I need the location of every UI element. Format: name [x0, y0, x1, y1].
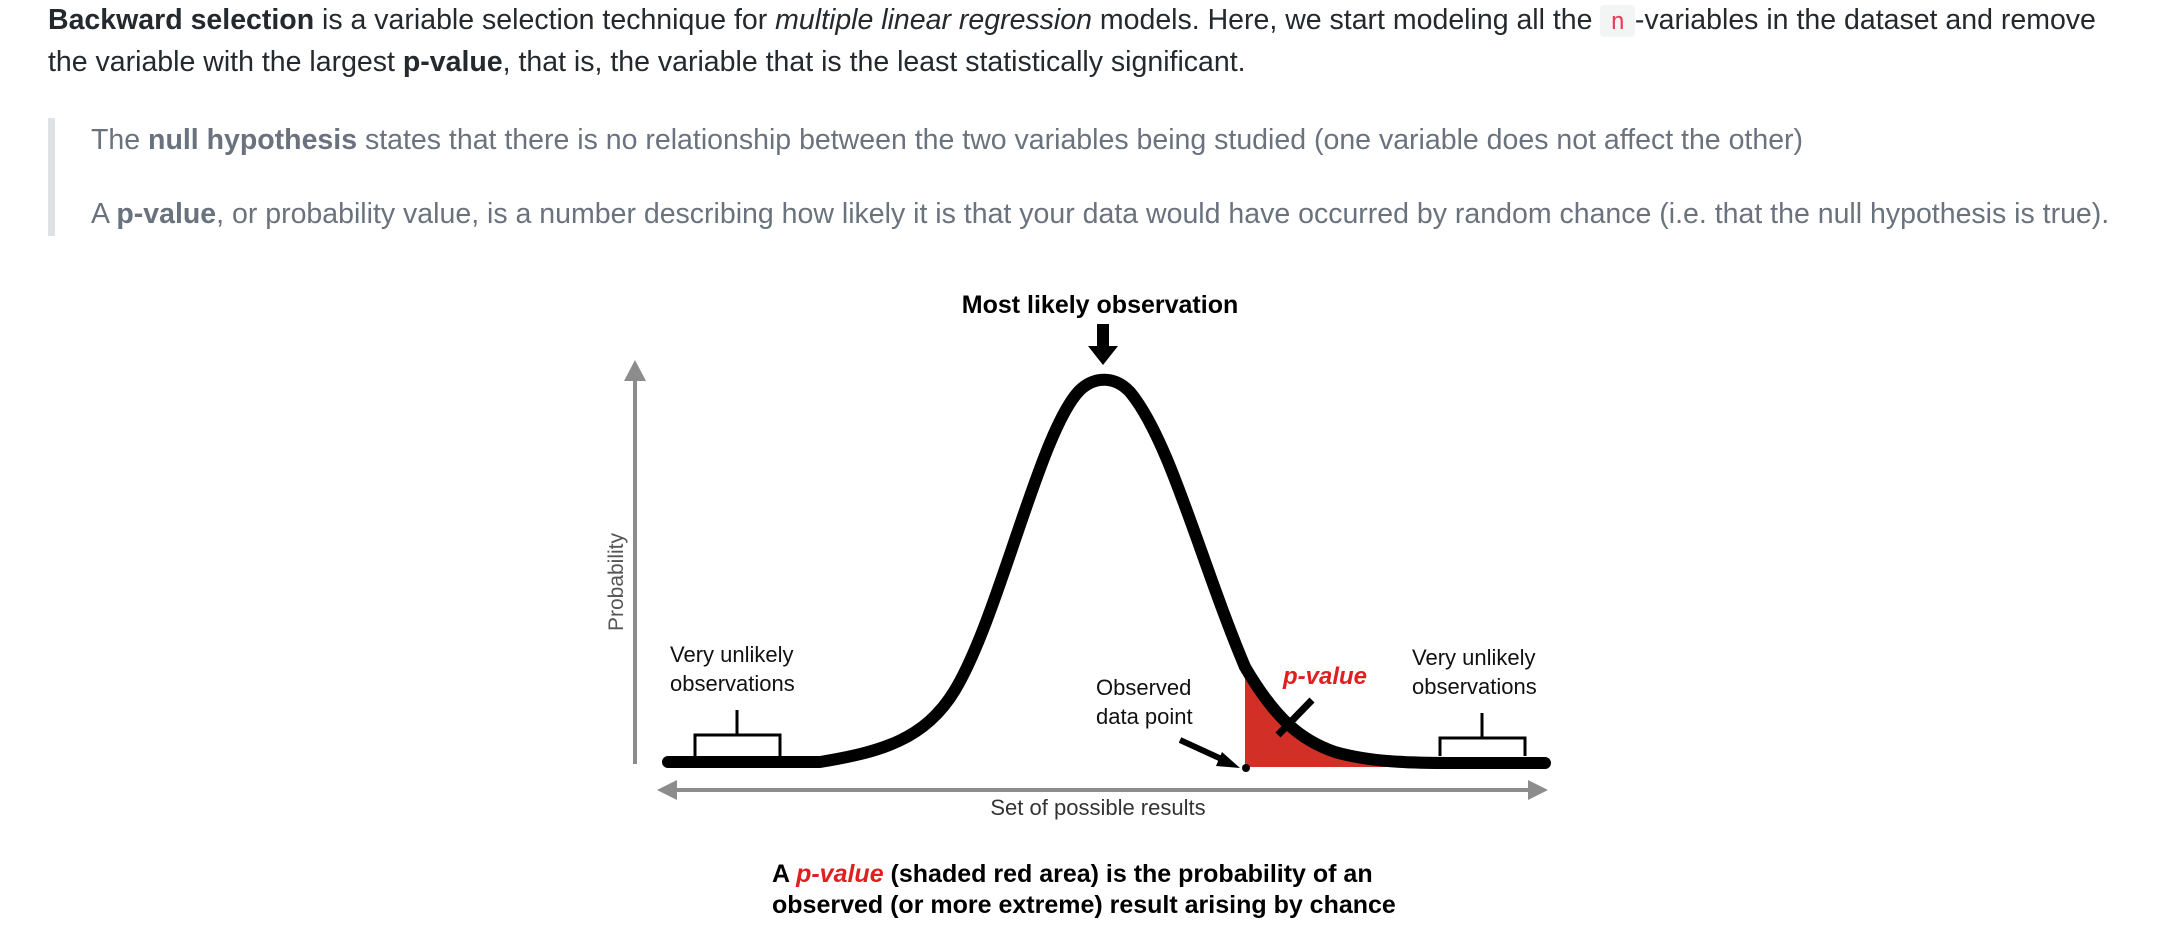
- intro-italic: multiple linear regression: [775, 4, 1092, 36]
- figure-title: Most likely observation: [962, 291, 1238, 319]
- quote-1-pre: The: [91, 124, 149, 156]
- right-label-line2: observations: [1412, 674, 1537, 699]
- left-label-line2: observations: [670, 671, 795, 696]
- right-label-line1: Very unlikely: [1412, 645, 1536, 670]
- y-axis: [624, 360, 646, 764]
- observed-data-point: [1242, 764, 1250, 772]
- intro-text-3: -variables in the dataset and remove the…: [48, 4, 2096, 78]
- probability-curve: [662, 373, 1551, 769]
- quote-2-pre: A: [91, 198, 117, 230]
- intro-pvalue-bold: p-value: [402, 46, 503, 78]
- quote-2-post: , or probability value, is a number desc…: [216, 198, 2110, 230]
- x-axis-label: Set of possible results: [990, 795, 1205, 820]
- null-hypothesis-paragraph: The null hypothesis states that there is…: [91, 120, 1803, 160]
- left-bracket-icon: [693, 710, 782, 756]
- intro-paragraph: Backward selection is a variable selecti…: [48, 0, 2138, 83]
- null-hypothesis-term: null hypothesis: [148, 124, 358, 156]
- pvalue-term: p-value: [116, 198, 217, 230]
- y-axis-label: Probability: [605, 532, 628, 631]
- observed-label-line2: data point: [1096, 704, 1193, 729]
- caption-line1: A p-value (shaded red area) is the proba…: [772, 860, 1373, 888]
- caption-line2: observed (or more extreme) result arisin…: [772, 891, 1396, 919]
- right-bracket-icon: [1438, 713, 1527, 756]
- pvalue-pointer: [1275, 697, 1315, 738]
- quote-1-post: states that there is no relationship bet…: [357, 124, 1804, 156]
- intro-text-4: , that is, the variable that is the leas…: [502, 46, 1246, 78]
- intro-term: Backward selection: [48, 4, 315, 36]
- pvalue-paragraph: A p-value, or probability value, is a nu…: [91, 194, 2109, 234]
- left-label-line1: Very unlikely: [670, 642, 794, 667]
- intro-text-1: is a variable selection technique for: [314, 4, 776, 36]
- intro-text-2: models. Here, we start modeling all the: [1091, 4, 1601, 36]
- inline-code-n: n: [1600, 5, 1635, 37]
- pvalue-label: p-value: [1282, 663, 1367, 690]
- blockquote: The null hypothesis states that there is…: [48, 118, 2138, 236]
- most-likely-arrow-icon: [1088, 324, 1118, 365]
- pvalue-shaded-area: [1245, 667, 1538, 767]
- observed-point-arrow-icon: [1178, 737, 1240, 768]
- x-axis: [657, 780, 1548, 800]
- observed-label-line1: Observed: [1096, 675, 1191, 700]
